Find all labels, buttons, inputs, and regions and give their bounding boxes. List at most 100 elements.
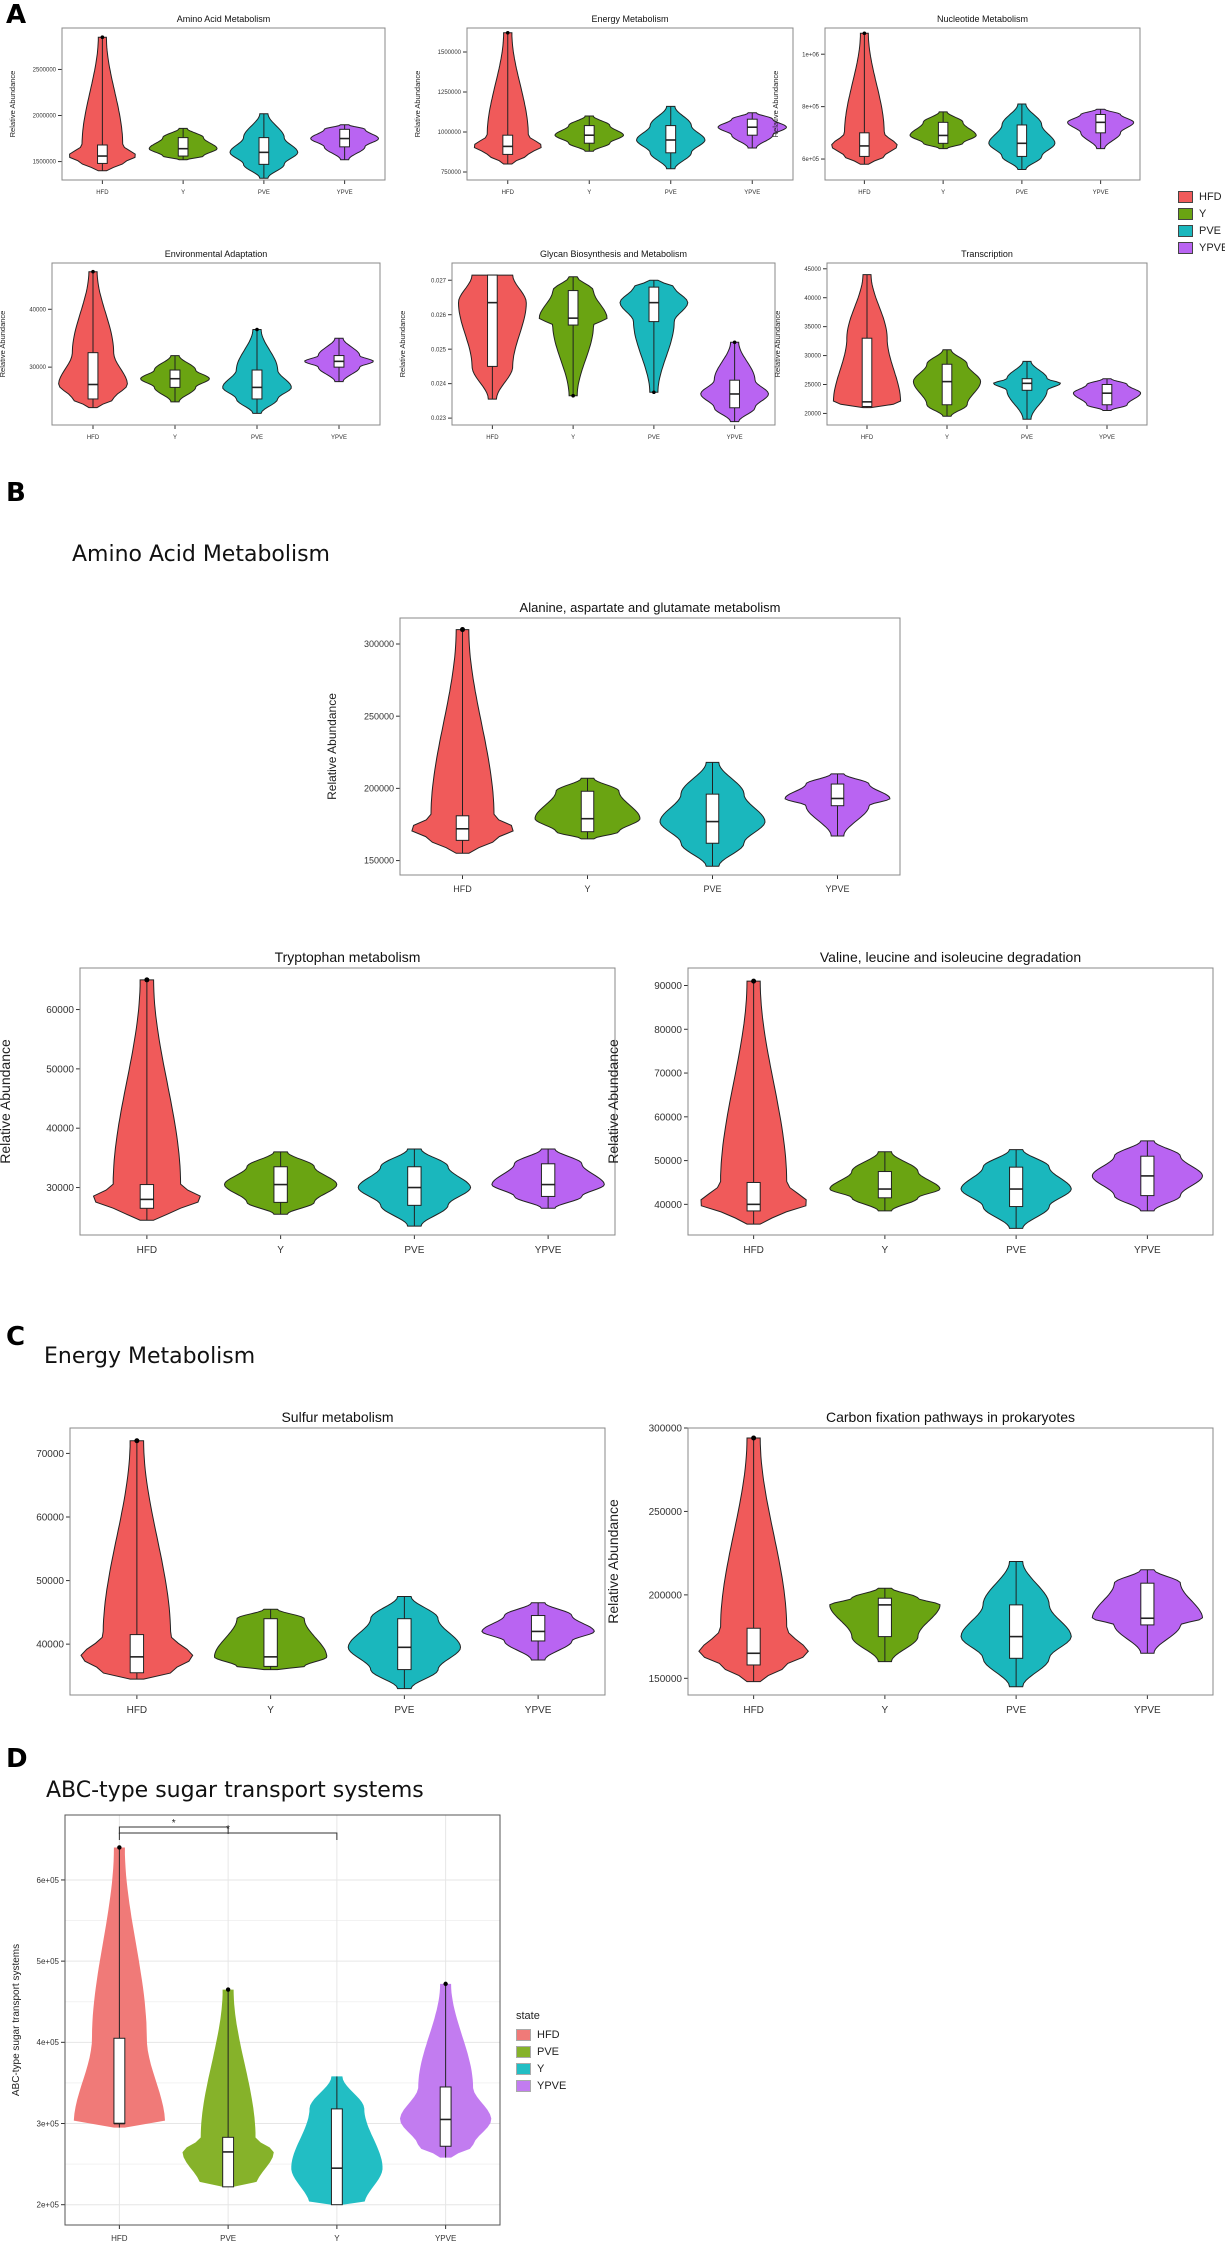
box (1101, 384, 1113, 406)
box (859, 132, 870, 157)
y-axis-label: Relative Abundance (0, 311, 7, 378)
chart-title: Energy Metabolism (591, 14, 668, 24)
legend-swatch (516, 2079, 531, 2092)
y-tick-label: 0.025 (431, 347, 447, 353)
box (1016, 124, 1028, 157)
y-tick-label: 4e+05 (37, 2038, 60, 2047)
y-tick-label: 300000 (649, 1424, 683, 1435)
outlier-point (732, 340, 737, 345)
legend-swatch (1178, 190, 1193, 203)
y-tick-label: 90000 (654, 981, 682, 992)
y-tick-label: 1500000 (438, 50, 462, 56)
box (877, 1171, 892, 1199)
y-tick-label: 2000000 (33, 114, 57, 120)
outlier-point (571, 393, 575, 398)
y-tick-label: 40000 (29, 307, 46, 313)
outlier-point (751, 1435, 757, 1441)
plot-frame (61, 27, 386, 181)
x-tick-label: YPVE (1134, 1705, 1161, 1716)
y-tick-label: 0.027 (431, 278, 447, 284)
x-tick-label: HFD (96, 190, 109, 196)
y-tick-label: 50000 (36, 1576, 64, 1587)
chart-abc-sugar-transport: ABC-type sugar transport systems 2e+05 3e+… (11, 1814, 501, 2243)
legend-swatch (1178, 207, 1193, 220)
chart-valine-leucine-isoleucine: Valine, leucine and isoleucine degradati… (605, 949, 1214, 1256)
panel-letter-b: B (6, 478, 26, 508)
chart-title: Glycan Biosynthesis and Metabolism (540, 249, 687, 259)
y-tick-label: 60000 (654, 1112, 682, 1123)
x-tick-label: Y (181, 190, 185, 196)
x-tick-label: PVE (404, 1245, 424, 1256)
x-tick-label: Y (882, 1705, 889, 1716)
y-tick-label: 50000 (46, 1064, 74, 1075)
box (177, 137, 189, 157)
plot-frame (51, 262, 381, 426)
box (1021, 378, 1033, 391)
y-tick-label: 35000 (804, 325, 821, 331)
legend-panel-a: HFD Y PVE YPVE (1178, 188, 1225, 256)
box (222, 2136, 235, 2188)
legend-label: PVE (1199, 224, 1222, 237)
box (937, 121, 949, 144)
plot-frame (451, 262, 776, 426)
y-tick-label: 250000 (649, 1507, 683, 1518)
y-tick-label: 150000 (649, 1674, 683, 1685)
chart-title: Nucleotide Metabolism (937, 14, 1028, 24)
y-tick-label: 60000 (46, 1005, 74, 1016)
x-tick-label: Y (882, 1245, 889, 1256)
y-tick-label: 40000 (804, 296, 821, 302)
x-tick-label: YPVE (727, 435, 743, 441)
plot-frame (79, 967, 616, 1236)
significance-label: * (226, 1824, 230, 1835)
y-axis-label: Relative Abundance (398, 311, 407, 378)
box (941, 363, 953, 406)
y-axis-label: ABC-type sugar transport systems (11, 1944, 22, 2096)
x-tick-label: PVE (665, 190, 677, 196)
y-tick-label: 3e+05 (37, 2119, 60, 2128)
x-tick-label: YPVE (1099, 435, 1115, 441)
outlier-point (134, 1438, 140, 1444)
plot-frame (399, 617, 901, 876)
chart-nucleotide-metabolism: Nucleotide Metabolism Relative Abundance 6… (771, 14, 1141, 196)
outlier-point (117, 1845, 122, 1850)
x-tick-label: Y (277, 1245, 284, 1256)
x-tick-label: PVE (251, 435, 263, 441)
outlier-point (751, 978, 757, 984)
box (407, 1166, 422, 1206)
box (705, 793, 720, 844)
y-tick-label: 0.026 (431, 313, 447, 319)
y-tick-label: 70000 (36, 1449, 64, 1460)
chart-title: Tryptophan metabolism (275, 949, 421, 965)
chart-alanine-aspartate-glutamate: Alanine, aspartate and glutamate metabol… (325, 600, 901, 894)
y-tick-label: 70000 (654, 1069, 682, 1080)
x-tick-label: PVE (220, 2234, 236, 2243)
box (648, 286, 660, 323)
x-tick-label: HFD (453, 884, 472, 894)
outlier-point (225, 1987, 231, 1992)
panel-letter-c: C (6, 1322, 26, 1352)
box (746, 1181, 761, 1212)
x-tick-label: HFD (743, 1245, 764, 1256)
chart-title: Valine, leucine and isoleucine degradati… (820, 949, 1081, 965)
y-tick-label: 45000 (804, 267, 821, 273)
legend-label: YPVE (1199, 241, 1225, 254)
box (139, 1184, 155, 1209)
outlier-point (91, 269, 95, 274)
box (861, 337, 873, 407)
x-tick-label: YPVE (435, 2234, 456, 2243)
x-tick-label: HFD (137, 1245, 158, 1256)
box (502, 134, 514, 155)
outlier-point (505, 31, 510, 35)
legend-swatch (1178, 241, 1193, 254)
legend-panel-d: state HFD PVE Y YPVE (516, 2010, 566, 2094)
box (1140, 1582, 1155, 1626)
x-tick-label: PVE (394, 1705, 414, 1716)
plot-frame (64, 1814, 501, 2226)
box (746, 1627, 761, 1666)
legend-item: HFD (516, 2026, 566, 2043)
y-axis-label: Relative Abundance (605, 1039, 621, 1164)
box (330, 2108, 343, 2206)
y-tick-label: 40000 (36, 1640, 64, 1651)
y-tick-label: 200000 (364, 784, 394, 794)
legend-label: Y (537, 2062, 545, 2075)
